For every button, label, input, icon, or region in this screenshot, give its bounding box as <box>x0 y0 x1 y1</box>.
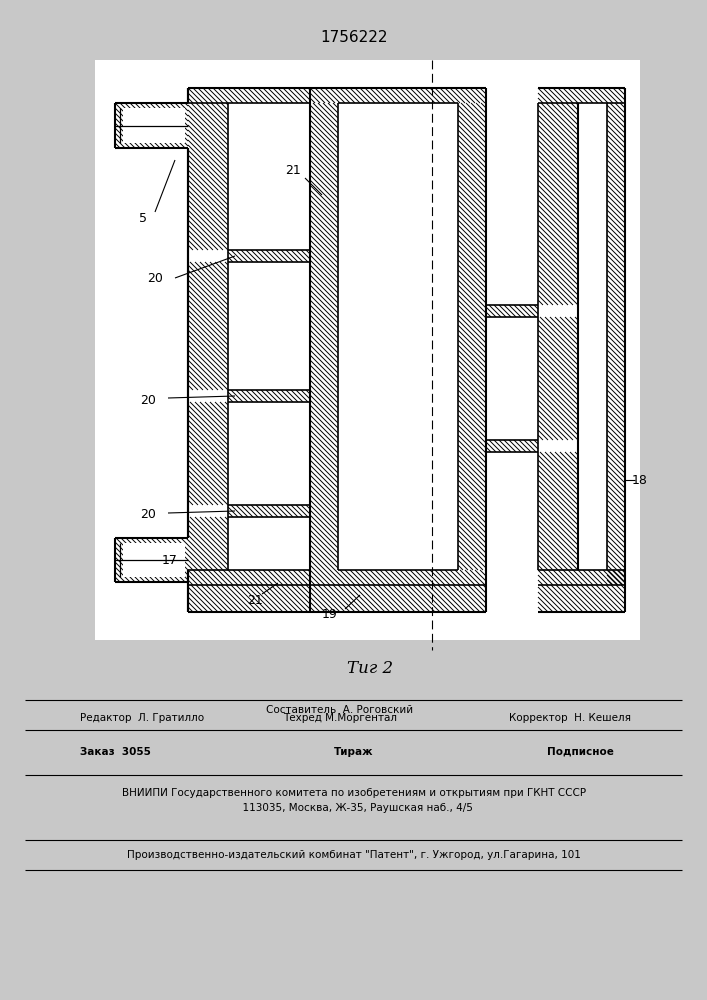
Bar <box>188 585 310 612</box>
Text: Заказ  3055: Заказ 3055 <box>80 747 151 757</box>
Bar <box>538 103 578 305</box>
Bar <box>486 440 538 452</box>
Text: 19: 19 <box>322 608 338 621</box>
Bar <box>310 570 486 585</box>
Text: Техред М.Моргентал: Техред М.Моргентал <box>283 713 397 723</box>
Bar <box>538 317 578 440</box>
Text: Подписное: Подписное <box>547 747 614 757</box>
Bar <box>188 570 310 585</box>
Bar <box>228 402 310 505</box>
Bar <box>486 317 538 440</box>
Bar <box>310 103 338 570</box>
Bar <box>188 103 228 250</box>
Text: Составитель  А. Роговский: Составитель А. Роговский <box>267 705 414 715</box>
Bar <box>188 517 228 570</box>
Text: 20: 20 <box>140 393 156 406</box>
Text: Производственно-издательский комбинат "Патент", г. Ужгород, ул.Гагарина, 101: Производственно-издательский комбинат "П… <box>127 850 581 860</box>
Bar <box>188 402 228 505</box>
Bar <box>486 452 538 570</box>
Text: 1756222: 1756222 <box>320 30 387 45</box>
Bar <box>228 517 310 570</box>
Text: Редактор  Л. Гратилло: Редактор Л. Гратилло <box>80 713 204 723</box>
Bar <box>538 452 578 570</box>
Bar <box>338 103 458 570</box>
Bar <box>228 505 310 517</box>
Text: ВНИИПИ Государственного комитета по изобретениям и открытиям при ГКНТ СССР: ВНИИПИ Государственного комитета по изоб… <box>122 788 586 798</box>
Bar <box>228 262 310 390</box>
Bar <box>486 103 538 305</box>
Bar <box>538 585 625 612</box>
Text: 5: 5 <box>139 212 147 225</box>
Bar <box>115 538 188 582</box>
Bar <box>95 60 640 640</box>
Text: 20: 20 <box>147 271 163 284</box>
Text: Тираж: Тираж <box>334 747 374 757</box>
Bar <box>310 88 486 103</box>
Text: 21: 21 <box>247 593 263 606</box>
Text: Τиг 2: Τиг 2 <box>347 660 393 677</box>
Bar <box>458 103 486 570</box>
Bar <box>188 88 310 103</box>
Bar <box>228 103 310 250</box>
Bar <box>607 103 625 585</box>
Bar <box>538 570 625 585</box>
Text: 17: 17 <box>162 554 178 566</box>
Bar <box>486 305 538 317</box>
Bar <box>228 390 310 402</box>
Text: 113035, Москва, Ж-35, Раушская наб., 4/5: 113035, Москва, Ж-35, Раушская наб., 4/5 <box>235 803 472 813</box>
Text: 21: 21 <box>285 163 301 176</box>
Bar <box>115 103 188 148</box>
Bar <box>123 543 185 577</box>
Text: Корректор  Н. Кешеля: Корректор Н. Кешеля <box>509 713 631 723</box>
Text: 18: 18 <box>632 474 648 487</box>
Bar <box>538 88 625 103</box>
Text: 20: 20 <box>140 508 156 522</box>
Bar <box>228 250 310 262</box>
Bar <box>310 585 486 612</box>
Bar <box>123 108 185 143</box>
Bar <box>188 262 228 390</box>
Bar <box>578 103 607 570</box>
